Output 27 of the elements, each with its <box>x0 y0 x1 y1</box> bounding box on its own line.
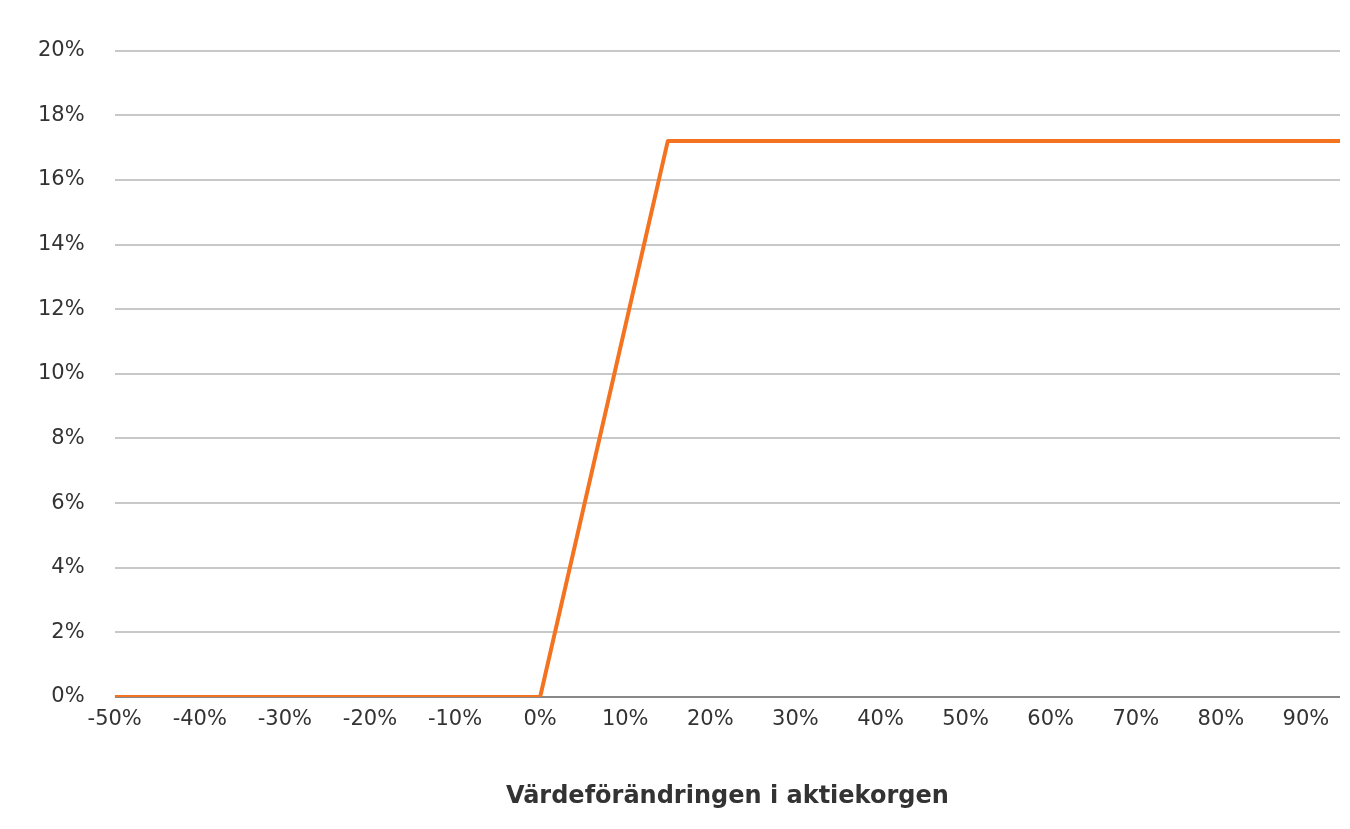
y-tick-label: 0% <box>51 683 85 708</box>
x-tick-label: 0% <box>523 706 557 731</box>
x-tick-label: -20% <box>342 706 398 731</box>
x-tick-label: 30% <box>772 706 819 731</box>
x-tick-label: -30% <box>257 706 312 731</box>
x-tick-label: 80% <box>1197 706 1245 731</box>
x-tick-label: 20% <box>686 706 734 731</box>
x-axis-title: Värdeförändringen i aktiekorgen <box>505 780 949 809</box>
y-tick-label: 2% <box>51 618 85 643</box>
y-tick-label: 4% <box>51 554 85 579</box>
x-tick-label: 40% <box>857 706 904 731</box>
y-tick-label: 20% <box>37 37 85 62</box>
y-tick-label: 6% <box>51 489 85 514</box>
x-tick-label: -10% <box>427 706 483 731</box>
x-tick-label: -50% <box>87 706 142 731</box>
y-tick-label: 10% <box>37 360 85 385</box>
x-tick-label: 70% <box>1112 706 1160 731</box>
x-tick-label: 10% <box>601 706 649 731</box>
y-tick-label: 12% <box>37 295 85 320</box>
y-tick-label: 18% <box>37 101 85 126</box>
x-tick-label: 50% <box>942 706 989 731</box>
y-tick-label: 14% <box>37 230 85 255</box>
y-tick-label: 16% <box>37 166 85 191</box>
y-tick-label: 8% <box>51 424 85 449</box>
x-tick-label: -40% <box>172 706 227 731</box>
x-tick-label: 90% <box>1282 706 1330 731</box>
x-tick-label: 60% <box>1027 706 1075 731</box>
